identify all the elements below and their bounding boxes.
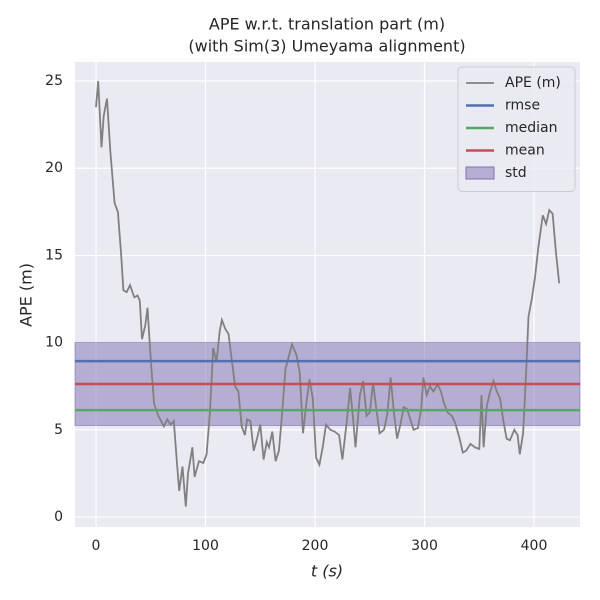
x-axis-label: t (s) [311, 562, 343, 581]
x-tick-label: 100 [192, 538, 219, 554]
y-tick-label: 10 [45, 335, 63, 351]
chart-title: APE w.r.t. translation part (m) [209, 15, 445, 34]
legend-label: rmse [505, 98, 540, 114]
data-line [95, 80, 561, 507]
chart-subtitle: (with Sim(3) Umeyama alignment) [188, 37, 465, 56]
x-tick-label: 0 [92, 538, 101, 554]
legend-label: APE (m) [505, 75, 561, 91]
x-tick-label: 200 [302, 538, 329, 554]
legend-swatch [465, 166, 495, 180]
legend-label: median [505, 120, 557, 136]
x-tick-label: 400 [521, 538, 548, 554]
legend-label: std [505, 165, 527, 181]
y-tick-label: 25 [45, 73, 63, 89]
x-tick-label: 300 [411, 538, 438, 554]
y-tick-label: 15 [45, 247, 63, 263]
legend-box [457, 66, 576, 192]
y-axis-label: APE (m) [17, 263, 36, 327]
y-tick-label: 5 [54, 422, 63, 438]
y-tick-label: 0 [54, 509, 63, 525]
legend-label: mean [505, 143, 545, 159]
y-tick-label: 20 [45, 160, 63, 176]
